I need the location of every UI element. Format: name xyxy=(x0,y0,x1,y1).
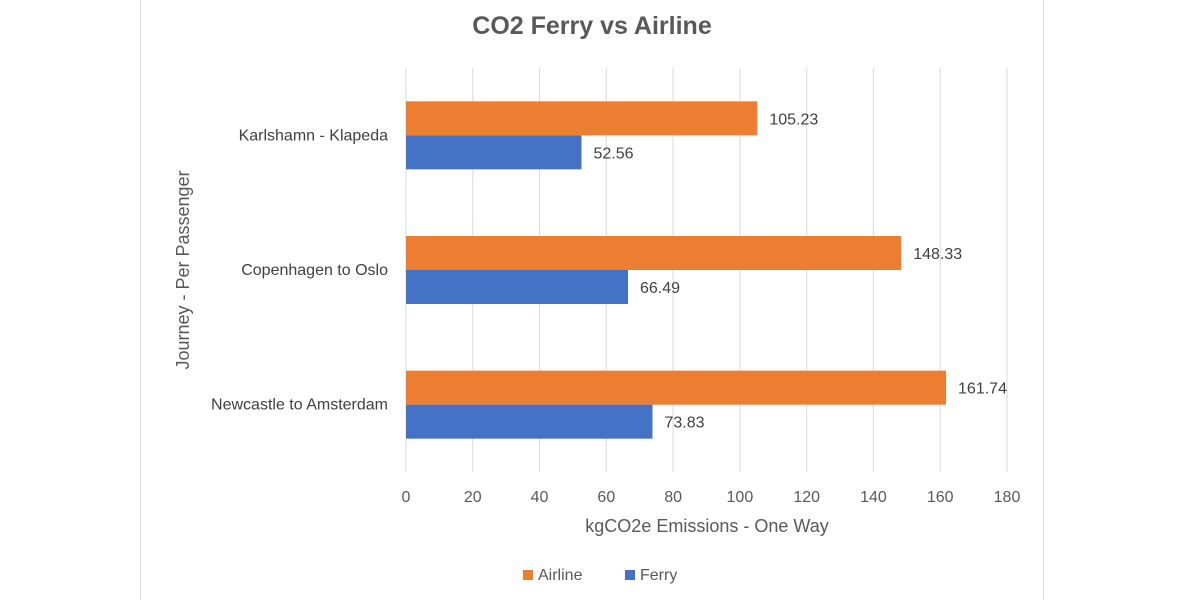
legend-label-ferry: Ferry xyxy=(640,567,677,584)
x-axis-ticks: 0 20 40 60 80 100 120 140 160 180 xyxy=(402,489,1021,506)
x-tick-label-0: 0 xyxy=(402,489,411,506)
x-tick-label-8: 160 xyxy=(927,489,954,506)
legend-label-airline: Airline xyxy=(538,567,583,584)
category-label-1: Copenhagen to Oslo xyxy=(241,262,388,279)
legend-swatch-ferry xyxy=(625,570,635,580)
legend-swatch-airline xyxy=(523,570,533,580)
bar-airline-2 xyxy=(406,370,947,405)
chart-title: CO2 Ferry vs Airline xyxy=(472,12,712,40)
bar-ferry-2 xyxy=(406,404,653,439)
data-label-ferry-2: 73.83 xyxy=(665,415,705,432)
bar-airline-1 xyxy=(406,236,902,270)
data-label-airline-1: 148.33 xyxy=(913,246,962,263)
x-tick-label-1: 20 xyxy=(464,489,482,506)
data-label-ferry-1: 66.49 xyxy=(640,280,680,297)
x-tick-label-6: 120 xyxy=(793,489,820,506)
x-tick-label-5: 100 xyxy=(727,489,754,506)
chart-svg: CO2 Ferry vs Airline 105.23 52.56 148.33 66… xyxy=(173,12,1021,584)
category-label-0: Karlshamn - Klapeda xyxy=(239,127,389,144)
bar-airline-0 xyxy=(406,101,758,136)
category-label-2: Newcastle to Amsterdam xyxy=(211,397,388,414)
data-labels: 105.23 52.56 148.33 66.49 161.74 73.83 xyxy=(593,111,1007,431)
x-tick-label-2: 40 xyxy=(531,489,549,506)
bars xyxy=(406,101,947,439)
x-axis-title: kgCO2e Emissions - One Way xyxy=(585,516,828,536)
x-tick-label-4: 80 xyxy=(664,489,682,506)
bar-ferry-1 xyxy=(406,270,629,304)
y-axis-categories: Karlshamn - Klapeda Copenhagen to Oslo New… xyxy=(211,127,388,413)
data-label-ferry-0: 52.56 xyxy=(593,145,633,162)
data-label-airline-0: 105.23 xyxy=(769,111,818,128)
chart-frame: CO2 Ferry vs Airline 105.23 52.56 148.33 66… xyxy=(140,0,1044,600)
x-tick-label-7: 140 xyxy=(860,489,887,506)
bar-ferry-0 xyxy=(406,135,582,170)
data-label-airline-2: 161.74 xyxy=(958,381,1007,398)
x-tick-label-9: 180 xyxy=(994,489,1021,506)
y-axis-title: Journey - Per Passenger xyxy=(173,170,193,369)
legend: Airline Ferry xyxy=(523,567,677,584)
x-tick-label-3: 60 xyxy=(597,489,615,506)
